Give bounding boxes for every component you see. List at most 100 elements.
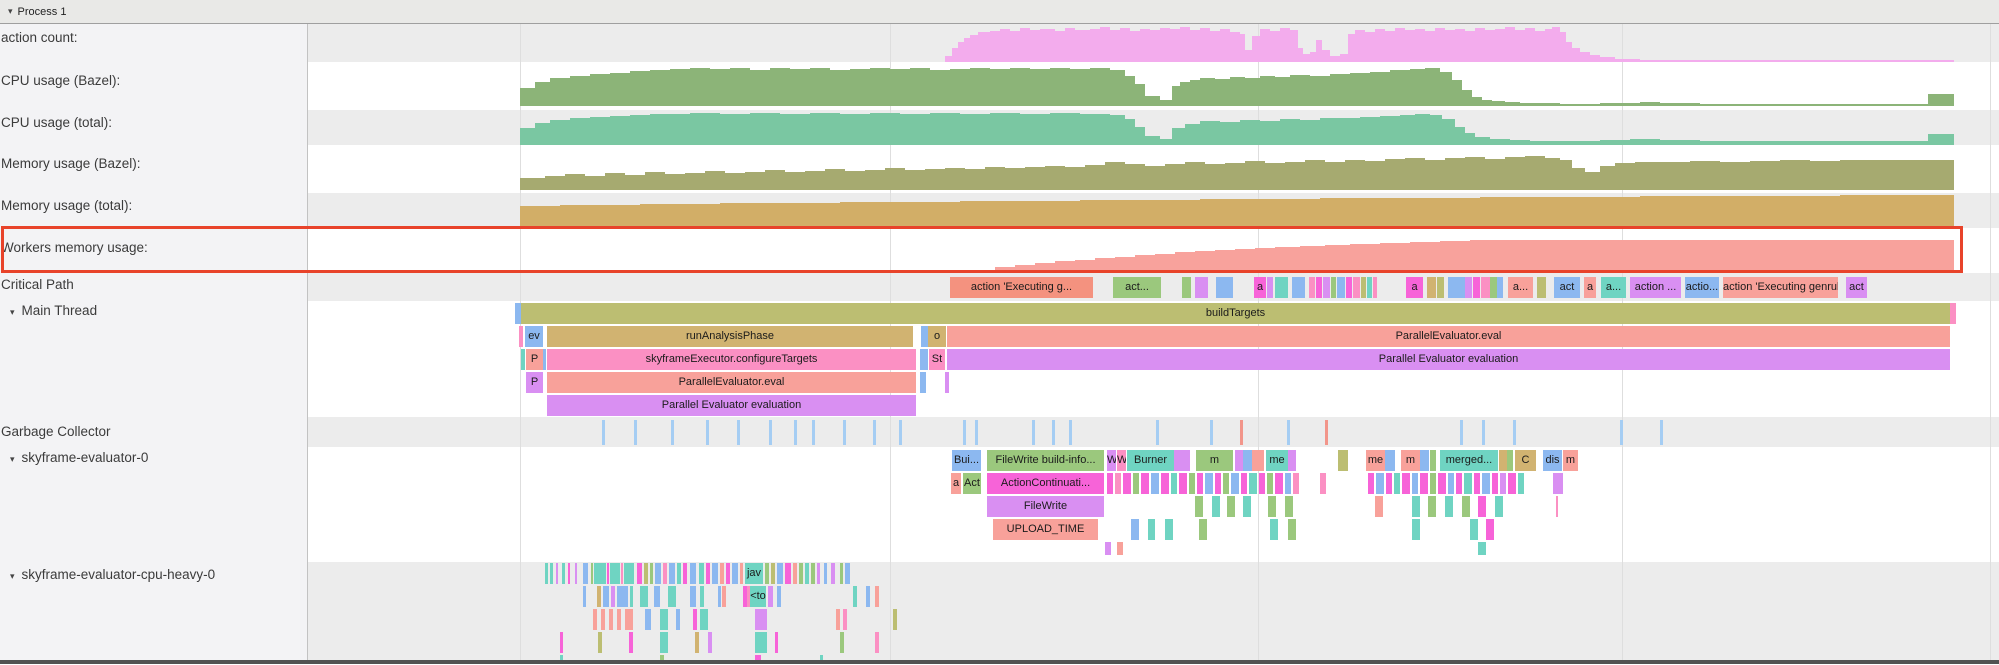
trace-slice[interactable] (1123, 473, 1131, 494)
trace-slice[interactable]: a (1584, 277, 1596, 298)
trace-slice[interactable] (640, 586, 648, 607)
trace-slice[interactable] (624, 563, 634, 584)
trace-slice[interactable] (1189, 473, 1195, 494)
trace-slice[interactable] (1518, 473, 1524, 494)
trace-slice[interactable]: merged... (1440, 450, 1498, 471)
trace-slice[interactable]: me (1266, 450, 1288, 471)
trace-slice[interactable] (521, 349, 525, 370)
trace-slice[interactable] (1402, 473, 1410, 494)
gc-major-event-tick[interactable] (1325, 420, 1328, 445)
trace-slice[interactable] (712, 563, 718, 584)
trace-slice[interactable]: act (1846, 277, 1867, 298)
gc-event-tick[interactable] (1069, 420, 1072, 445)
trace-slice[interactable] (583, 586, 586, 607)
trace-slice[interactable] (875, 632, 879, 653)
trace-slice[interactable] (644, 563, 648, 584)
trace-slice[interactable] (1490, 277, 1497, 298)
trace-slice[interactable] (1223, 473, 1229, 494)
trace-slice[interactable] (700, 586, 704, 607)
trace-slice[interactable] (629, 632, 633, 653)
trace-slice[interactable] (669, 563, 675, 584)
trace-slice[interactable] (1394, 473, 1400, 494)
trace-slice[interactable] (560, 655, 563, 661)
trace-slice[interactable] (1252, 450, 1264, 471)
trace-slice[interactable]: m (1401, 450, 1420, 471)
trace-slice[interactable] (1385, 450, 1395, 471)
trace-slice[interactable]: UPLOAD_TIME (993, 519, 1098, 540)
trace-slice[interactable] (732, 563, 738, 584)
trace-slice[interactable] (1368, 473, 1374, 494)
trace-slice[interactable] (1182, 277, 1191, 298)
gc-event-tick[interactable] (634, 420, 637, 445)
trace-slice[interactable]: W (1107, 450, 1116, 471)
gc-event-tick[interactable] (963, 420, 966, 445)
trace-slice[interactable] (601, 609, 605, 630)
trace-slice[interactable] (1430, 473, 1436, 494)
trace-slice[interactable] (722, 586, 726, 607)
counter-cpu-usage-total[interactable] (520, 113, 1954, 145)
trace-slice[interactable] (720, 563, 724, 584)
trace-slice[interactable]: ev (525, 326, 543, 347)
trace-slice[interactable] (1243, 450, 1252, 471)
trace-slice[interactable] (1507, 450, 1513, 471)
trace-slice[interactable] (1412, 496, 1420, 517)
trace-slice[interactable] (1486, 519, 1494, 540)
collapse-arrow-icon[interactable]: ▾ (10, 307, 15, 317)
trace-slice[interactable]: a (951, 473, 961, 494)
trace-slice[interactable]: ParallelEvaluator.eval (547, 372, 916, 393)
gc-event-tick[interactable] (671, 420, 674, 445)
trace-slice[interactable] (1465, 277, 1472, 298)
collapse-arrow-icon[interactable]: ▾ (10, 454, 15, 464)
trace-slice[interactable] (1268, 496, 1276, 517)
trace-slice[interactable]: ParallelEvaluator.eval (947, 326, 1950, 347)
trace-slice[interactable] (1470, 519, 1478, 540)
trace-slice[interactable]: act... (1113, 277, 1161, 298)
trace-slice[interactable] (1464, 473, 1472, 494)
trace-slice[interactable] (560, 632, 563, 653)
trace-slice[interactable]: action 'Executing g... (950, 277, 1093, 298)
trace-slice[interactable] (845, 563, 850, 584)
sidebar-track-label-main-thread[interactable]: ▾ Main Thread (10, 303, 97, 318)
trace-slice[interactable] (610, 563, 620, 584)
gc-event-tick[interactable] (737, 420, 740, 445)
trace-slice[interactable] (775, 632, 778, 653)
trace-slice[interactable] (593, 609, 597, 630)
trace-slice[interactable] (771, 563, 775, 584)
trace-slice[interactable] (840, 563, 843, 584)
trace-slice[interactable] (777, 563, 783, 584)
trace-slice[interactable] (765, 563, 769, 584)
trace-slice[interactable] (1320, 473, 1326, 494)
trace-slice[interactable] (1195, 277, 1208, 298)
trace-slice[interactable] (1212, 496, 1220, 517)
trace-slice[interactable] (1420, 473, 1428, 494)
trace-slice[interactable] (920, 349, 928, 370)
trace-slice[interactable] (1373, 277, 1377, 298)
trace-slice[interactable] (824, 563, 827, 584)
trace-slice[interactable] (1499, 450, 1507, 471)
counter-memory-usage-total[interactable] (520, 195, 1954, 228)
trace-slice[interactable] (820, 655, 823, 661)
trace-slice[interactable] (625, 609, 633, 630)
trace-slice[interactable]: P (526, 372, 543, 393)
trace-slice[interactable] (1270, 519, 1278, 540)
trace-slice[interactable] (799, 563, 803, 584)
gc-event-tick[interactable] (1032, 420, 1035, 445)
trace-slice[interactable] (617, 609, 621, 630)
trace-slice[interactable] (1133, 473, 1139, 494)
trace-slice[interactable] (755, 609, 767, 630)
trace-slice[interactable] (690, 563, 696, 584)
trace-slice[interactable]: runAnalysisPhase (547, 326, 913, 347)
trace-slice[interactable]: a... (1508, 277, 1533, 298)
trace-slice[interactable]: dis (1543, 450, 1562, 471)
trace-slice[interactable]: a (1254, 277, 1266, 298)
trace-slice[interactable] (921, 326, 928, 347)
trace-slice[interactable] (1141, 473, 1149, 494)
trace-slice[interactable] (866, 586, 870, 607)
trace-slice[interactable] (1161, 473, 1169, 494)
trace-slice[interactable] (1482, 473, 1490, 494)
trace-slice[interactable]: m (1196, 450, 1233, 471)
trace-slice[interactable] (1448, 277, 1465, 298)
gc-event-tick[interactable] (873, 420, 876, 445)
